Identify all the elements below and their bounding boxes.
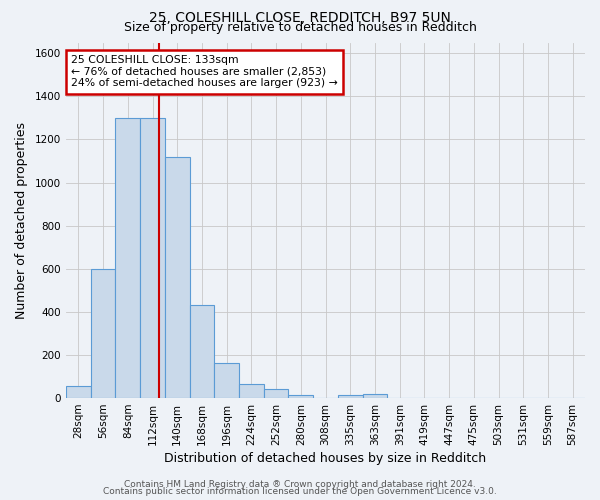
Bar (115, 118, 140, 398)
Bar (362, 394, 388, 398)
Bar (338, 395, 362, 398)
Text: Contains public sector information licensed under the Open Government Licence v3: Contains public sector information licen… (103, 487, 497, 496)
Bar (91, 269, 115, 398)
Bar (165, 156, 190, 398)
Bar (239, 384, 264, 398)
Bar (214, 362, 239, 398)
X-axis label: Distribution of detached houses by size in Redditch: Distribution of detached houses by size … (164, 452, 487, 465)
Y-axis label: Number of detached properties: Number of detached properties (15, 122, 28, 319)
Bar (140, 118, 165, 398)
Text: 25 COLESHILL CLOSE: 133sqm
← 76% of detached houses are smaller (2,853)
24% of s: 25 COLESHILL CLOSE: 133sqm ← 76% of deta… (71, 55, 338, 88)
Bar (190, 306, 214, 398)
Text: Contains HM Land Registry data ® Crown copyright and database right 2024.: Contains HM Land Registry data ® Crown c… (124, 480, 476, 489)
Bar (264, 390, 289, 398)
Text: 25, COLESHILL CLOSE, REDDITCH, B97 5UN: 25, COLESHILL CLOSE, REDDITCH, B97 5UN (149, 12, 451, 26)
Bar (66, 386, 91, 398)
Bar (289, 395, 313, 398)
Text: Size of property relative to detached houses in Redditch: Size of property relative to detached ho… (124, 22, 476, 35)
